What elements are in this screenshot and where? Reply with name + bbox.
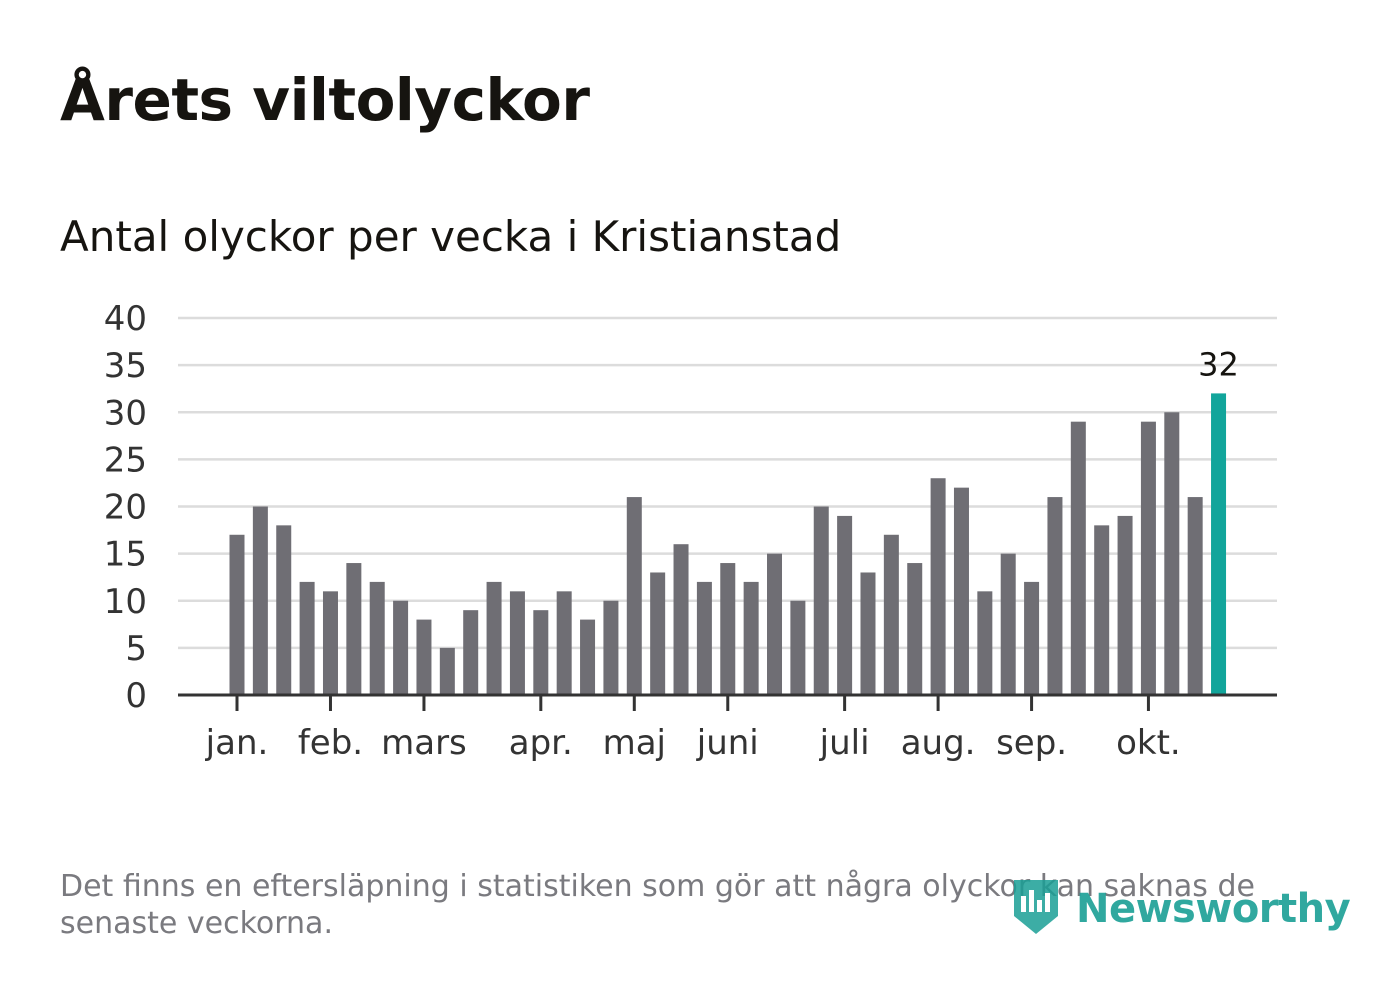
y-tick-label: 5 [125,629,147,669]
bar [252,506,268,695]
bar [463,610,479,695]
bar [346,563,362,695]
x-tick-label: apr. [509,723,573,763]
y-tick-label: 20 [104,488,147,528]
bar [416,619,432,695]
x-tick-label: feb. [298,723,363,763]
bar [930,478,946,695]
brand-name: Newsworthy [1076,886,1351,932]
bar [369,581,385,695]
bar [1164,412,1180,695]
y-tick-label: 25 [104,440,147,480]
bar [322,591,338,695]
bar [229,534,245,695]
bars [229,393,1227,696]
x-tick-label: jan. [205,723,269,763]
x-tick-label: juli [819,723,870,763]
bar [720,563,736,695]
bar [1187,497,1203,695]
bar [1000,553,1016,696]
bar [790,600,806,695]
bar [1094,525,1110,695]
bar [767,553,783,696]
bar [883,534,899,695]
bar [860,572,876,695]
bar [556,591,572,695]
bar [1047,497,1063,695]
bar [509,591,525,695]
bar [580,619,596,695]
bar [977,591,993,695]
brand-logo: Newsworthy [1010,876,1351,942]
y-tick-label: 15 [104,535,147,575]
y-tick-label: 10 [104,582,147,622]
bar [743,581,759,695]
bar [533,610,549,695]
labels: 0 5 10 15 20 25 30 35 40 32 jan. feb. mars apr. maj jun… [104,299,1239,763]
x-axis [178,693,1277,711]
x-tick-label: mars [381,723,467,763]
bar [603,600,619,695]
x-tick-label: maj [603,723,666,763]
bar [907,563,923,695]
bar [1117,515,1133,695]
x-tick-label: sep. [996,723,1067,763]
gridlines [178,316,1277,650]
highlight-value-label: 32 [1198,345,1239,383]
bar [393,600,409,695]
bar-highlight [1211,393,1227,695]
y-tick-label: 30 [104,393,147,433]
bar [696,581,712,695]
bar [813,506,829,695]
bar [953,487,969,695]
bar [837,515,853,695]
y-tick-label: 0 [125,676,147,716]
bar [299,581,315,695]
y-tick-label: 40 [104,299,147,339]
bar [486,581,502,695]
x-tick-label: aug. [901,723,976,763]
bar [1024,581,1040,695]
bar [1070,421,1086,695]
bar-chart-shield-icon [1010,876,1062,942]
chart-title: Årets viltolyckor [60,66,590,134]
bar [626,497,642,695]
x-tick-label: juni [696,723,759,763]
bar [276,525,292,695]
bar [439,647,455,696]
x-tick-label: okt. [1116,723,1181,763]
bar [1140,421,1156,695]
bar [673,544,689,695]
chart-subtitle: Antal olyckor per vecka i Kristianstad [60,212,842,261]
y-tick-label: 35 [104,346,147,386]
bar [650,572,666,695]
